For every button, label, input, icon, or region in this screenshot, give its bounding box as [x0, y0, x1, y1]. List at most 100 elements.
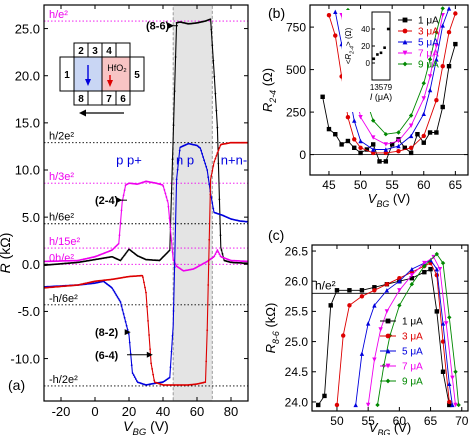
x-tick-label: 55 — [361, 414, 375, 428]
data-point — [142, 276, 144, 279]
data-point — [383, 159, 389, 164]
device-schematic: 1 2 3 4 5 67 8 HfO₂ — [59, 42, 145, 117]
x-tick-label: 45 — [322, 178, 336, 192]
data-point — [126, 250, 129, 252]
reference-line-label: h/3e² — [49, 171, 74, 183]
series-4 — [44, 141, 248, 386]
channel-right-region — [101, 56, 131, 92]
series-1 — [316, 266, 452, 408]
inset-x-axis-title-main: I — [370, 92, 373, 102]
data-point — [213, 255, 216, 257]
data-point — [389, 142, 395, 147]
terminal-label: 5 — [134, 70, 140, 81]
x-tick-label: -20 — [52, 404, 71, 419]
data-point — [422, 269, 427, 275]
data-point — [164, 192, 167, 195]
annotation-arrow-head — [116, 197, 123, 204]
data-point — [446, 30, 452, 35]
data-point — [121, 256, 124, 259]
data-point — [378, 327, 383, 332]
data-point — [334, 402, 340, 408]
legend-entry: 9 μA — [402, 377, 423, 388]
data-point — [371, 118, 376, 123]
inset-data-point — [386, 27, 390, 31]
legend-entry: 1 μA — [402, 317, 423, 328]
field-arrow-red-head — [107, 80, 113, 87]
data-point — [212, 165, 215, 167]
data-point — [174, 222, 177, 225]
data-point — [176, 168, 179, 171]
contact-top — [115, 42, 131, 58]
data-point — [408, 133, 414, 139]
data-point — [215, 155, 218, 157]
legend-marker — [385, 318, 391, 324]
annotation-label: (2-4) — [95, 195, 119, 207]
y-tick-label: 25.0 — [285, 335, 309, 349]
data-point — [375, 402, 380, 408]
data-point — [347, 288, 352, 293]
y-tick-label: 5.0 — [22, 210, 40, 225]
data-point — [210, 28, 213, 31]
y-tick-label: 24.0 — [285, 395, 309, 409]
y-tick-label: 25.5 — [285, 305, 309, 319]
data-point — [421, 96, 426, 101]
x-tick-label: 60 — [190, 404, 204, 419]
data-point — [217, 149, 220, 152]
data-point — [111, 287, 114, 290]
legend-marker — [385, 348, 391, 354]
y-tick-label: -5.0 — [18, 304, 40, 319]
inset-x-tick-labels: 13579 — [370, 83, 393, 92]
data-point — [146, 305, 148, 308]
data-point — [120, 305, 123, 307]
field-arrow-blue-head — [85, 79, 91, 86]
data-point — [372, 303, 377, 308]
x-tick-label: 65 — [424, 414, 438, 428]
y-tick-label: 26.5 — [285, 244, 309, 258]
panel-label: (a) — [8, 377, 25, 393]
legend-marker — [402, 50, 408, 56]
data-point — [150, 362, 153, 365]
data-point — [126, 328, 129, 331]
y-tick-label: 24.5 — [285, 365, 309, 379]
data-point — [440, 260, 446, 266]
data-point — [409, 276, 415, 281]
contact-bottom — [115, 90, 131, 106]
data-point — [169, 366, 172, 368]
data-point — [427, 87, 433, 93]
data-point — [168, 376, 171, 379]
data-point — [371, 135, 376, 140]
data-point — [365, 402, 371, 408]
data-point — [125, 324, 128, 327]
data-point — [211, 44, 214, 46]
series-line — [367, 256, 456, 406]
data-point — [450, 402, 455, 408]
data-point — [212, 207, 215, 210]
data-point — [205, 360, 208, 363]
inset-y-axis-title: <R2-4> (Ω) — [344, 27, 355, 64]
data-point — [383, 132, 389, 137]
data-point — [128, 341, 131, 344]
data-point — [209, 193, 212, 196]
data-point — [383, 142, 389, 147]
reference-line-label: h/2e² — [49, 131, 74, 143]
region-label: p p+ — [116, 152, 142, 167]
data-point — [397, 279, 402, 284]
data-point — [211, 170, 214, 172]
data-point — [124, 320, 127, 323]
inset-y-axis-title-main: <R — [344, 54, 353, 65]
reference-line-label: h/15e² — [49, 236, 81, 248]
data-point — [170, 350, 173, 353]
data-point — [172, 124, 175, 127]
reference-line-label: -h/6e² — [49, 293, 78, 305]
data-point — [372, 288, 377, 293]
data-point — [141, 274, 143, 277]
data-point — [208, 183, 211, 186]
data-point — [383, 150, 389, 156]
data-point — [421, 81, 426, 86]
y-tick-label: 0.0 — [22, 257, 40, 272]
data-point — [203, 159, 206, 162]
x-axis-title-unit: (V) — [389, 191, 410, 206]
data-point — [163, 189, 166, 191]
panel-c: h/e² 1 μA 3 μA 5 μA 7 μA 9 μA 50 55 60 65 70 24.0 24… — [263, 227, 469, 435]
data-point — [212, 59, 215, 62]
